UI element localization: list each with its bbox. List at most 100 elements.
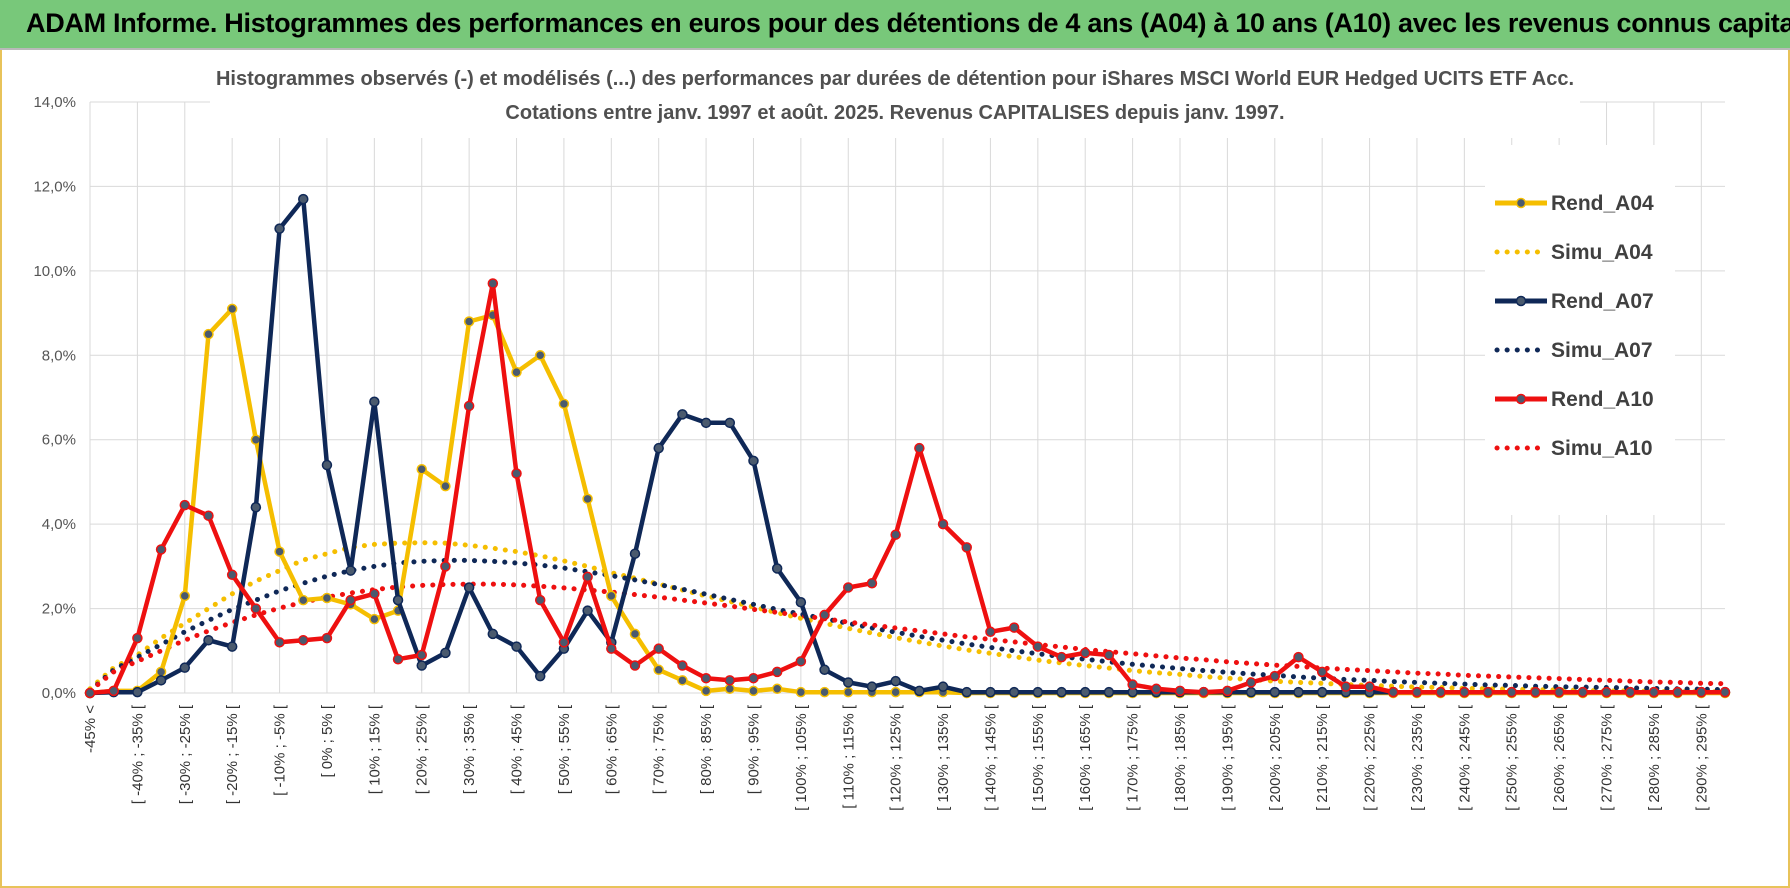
data-point — [274, 546, 285, 557]
x-tick-label: [ 30% ; 35% [ — [461, 704, 478, 794]
data-point — [1577, 686, 1589, 698]
x-tick-label: [ 250% ; 255% [ — [1504, 704, 1521, 811]
data-point — [321, 459, 333, 471]
x-tick-label: [ 180% ; 185% [ — [1172, 704, 1189, 811]
data-point — [582, 605, 593, 616]
data-point — [203, 328, 214, 340]
data-point — [677, 675, 688, 686]
legend-item: Simu_A04 — [1494, 241, 1653, 264]
chart-title-line-1: Histogrammes observés (-) et modélisés (… — [216, 68, 1574, 90]
series-lines — [84, 193, 1731, 699]
y-tick-label: 10,0% — [33, 263, 76, 280]
data-point — [274, 637, 285, 648]
x-tick-label: [ 90% ; 95% [ — [745, 704, 762, 794]
series-line — [87, 557, 1728, 694]
data-point — [1459, 686, 1470, 698]
data-point — [1079, 647, 1091, 659]
data-point — [298, 634, 309, 646]
y-tick-label: 2,0% — [42, 601, 76, 618]
data-point — [914, 685, 925, 697]
x-tick-label: [ 170% ; 175% [ — [1125, 704, 1142, 811]
data-point — [369, 613, 380, 625]
data-point — [250, 502, 262, 513]
legend-item: Rend_A07 — [1495, 290, 1654, 313]
x-tick-label: [ 210% ; 215% [ — [1314, 704, 1331, 811]
series-line — [87, 540, 1728, 695]
data-point — [819, 664, 830, 676]
data-point — [700, 672, 712, 684]
performance-histogram-chart: 0,0% 2,0% 4,0% 6,0% 8,0% 10,0% 12,0% 14,0% -45%… — [33, 60, 1731, 811]
data-point — [440, 480, 451, 492]
data-point — [1103, 649, 1115, 661]
data-point — [487, 278, 499, 289]
data-point — [298, 594, 309, 606]
data-point — [1008, 686, 1020, 698]
data-point — [440, 561, 451, 572]
series-line — [89, 281, 1725, 696]
data-point — [250, 603, 262, 614]
legend-item: Simu_A07 — [1494, 339, 1653, 362]
data-point — [1056, 686, 1067, 698]
data-point — [629, 548, 641, 559]
y-tick-label: 0,0% — [42, 685, 76, 702]
data-point — [748, 455, 759, 467]
data-point — [155, 666, 167, 678]
data-point — [890, 686, 901, 698]
data-point — [345, 565, 356, 576]
x-tick-label: [ -20% ; -15% [ — [224, 704, 241, 804]
data-point — [1696, 686, 1707, 698]
x-tick-label: [ 150% ; 155% [ — [1030, 704, 1047, 811]
data-point — [1530, 686, 1541, 698]
data-point — [392, 653, 404, 665]
data-point — [345, 594, 356, 606]
legend-label: Simu_A04 — [1551, 241, 1653, 264]
data-point — [795, 656, 807, 667]
data-point — [179, 590, 191, 602]
data-point — [369, 588, 380, 600]
data-point — [1648, 686, 1660, 698]
legend: Rend_A04 Simu_A04 Rend_A07 Simu_A07 Rend_A10… — [1485, 145, 1675, 515]
data-point — [274, 223, 285, 234]
series-simu-a07 — [87, 557, 1728, 694]
x-tick-label: [ 40% ; 45% [ — [509, 704, 526, 794]
data-point — [629, 660, 641, 671]
legend-background — [1485, 145, 1675, 515]
data-point — [416, 660, 427, 671]
data-point — [1601, 686, 1612, 698]
series-line — [87, 581, 1728, 694]
data-point — [937, 681, 949, 692]
legend-label: Rend_A04 — [1551, 192, 1654, 215]
data-point — [369, 396, 380, 407]
x-tick-label: [ 140% ; 145% [ — [982, 704, 999, 811]
x-tick-label: [ 60% ; 65% [ — [603, 704, 620, 794]
data-point — [226, 303, 238, 315]
data-point — [132, 686, 143, 698]
x-tick-label: [ 190% ; 195% [ — [1219, 704, 1236, 811]
data-point — [843, 677, 854, 688]
data-point — [250, 434, 262, 445]
series-rend-a10 — [84, 278, 1731, 699]
y-axis-tick-labels: 0,0% 2,0% 4,0% 6,0% 8,0% 10,0% 12,0% 14,0% — [33, 94, 76, 702]
data-point — [203, 634, 214, 646]
data-point — [132, 632, 143, 644]
data-point — [937, 518, 949, 530]
x-tick-label: [ -40% ; -35% [ — [129, 704, 146, 804]
data-point — [700, 417, 712, 429]
data-point — [724, 417, 736, 429]
data-point — [677, 660, 688, 671]
data-point — [463, 400, 475, 412]
data-point — [1127, 679, 1138, 690]
data-point — [463, 316, 475, 327]
legend-item: Simu_A10 — [1494, 437, 1653, 460]
x-tick-label: [ 80% ; 85% [ — [698, 704, 715, 794]
data-point — [985, 686, 996, 698]
data-point — [961, 542, 972, 553]
y-tick-label: 14,0% — [33, 94, 76, 111]
data-point — [653, 643, 664, 654]
data-point — [1222, 685, 1233, 697]
data-point — [511, 468, 522, 479]
x-tick-label: [ 110% ; 115% [ — [840, 704, 857, 809]
data-point — [1056, 651, 1067, 663]
data-point — [1364, 681, 1375, 692]
legend-marker — [1515, 393, 1527, 405]
